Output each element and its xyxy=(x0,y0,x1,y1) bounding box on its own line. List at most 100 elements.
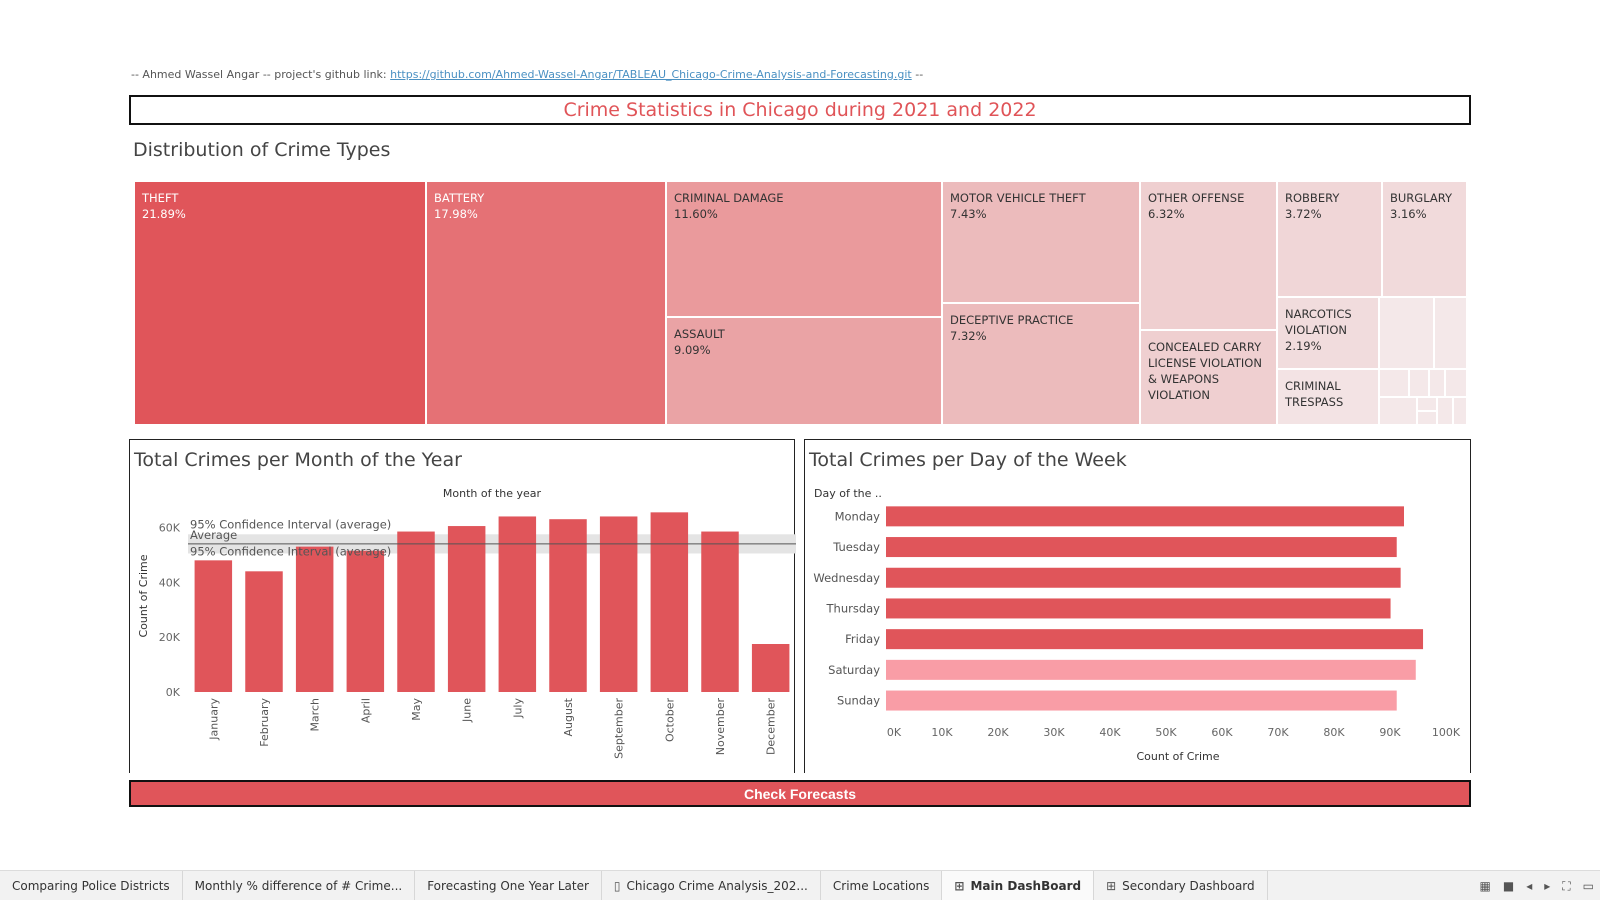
sheet-tab-label: Forecasting One Year Later xyxy=(427,878,589,893)
treemap-tile[interactable]: OTHER OFFENSE 6.32% xyxy=(1140,181,1277,330)
sheet-tab-label: Secondary Dashboard xyxy=(1122,878,1255,893)
treemap-tile[interactable]: BURGLARY 3.16% xyxy=(1382,181,1467,297)
treemap-tile[interactable]: CRIMINAL DAMAGE 11.60% xyxy=(666,181,942,317)
check-forecasts-button[interactable]: Check Forecasts xyxy=(129,780,1471,807)
treemap-tile-name: DECEPTIVE PRACTICE xyxy=(950,313,1074,327)
month-x-tick: November xyxy=(714,698,727,756)
day-y-tick: Thursday xyxy=(826,601,881,615)
credit-prefix: -- Ahmed Wassel Angar -- project's githu… xyxy=(131,68,387,81)
check-forecasts-label: Check Forecasts xyxy=(743,785,857,802)
next-sheet-icon[interactable]: ▸ xyxy=(1544,879,1551,893)
treemap-tile-percent: 9.09% xyxy=(674,343,711,357)
month-x-tick: April xyxy=(359,698,372,723)
month-y-tick: 60K xyxy=(159,521,181,534)
treemap-tile-name: ASSAULT xyxy=(674,327,725,341)
average-label: Average xyxy=(190,528,237,542)
treemap-small-tile[interactable] xyxy=(1379,397,1417,425)
sheet-tab[interactable]: Comparing Police Districts xyxy=(0,870,183,900)
treemap-tile[interactable]: DECEPTIVE PRACTICE 7.32% xyxy=(942,303,1140,425)
treemap-tile-percent: 3.16% xyxy=(1390,207,1427,221)
day-x-tick: 70K xyxy=(1267,726,1289,739)
github-link[interactable]: https://github.com/Ahmed-Wassel-Angar/TA… xyxy=(390,68,912,81)
treemap-tile[interactable]: CONCEALED CARRY LICENSE VIOLATION & WEAP… xyxy=(1140,330,1277,425)
month-x-tick: February xyxy=(258,698,271,747)
treemap-small-tile[interactable] xyxy=(1437,397,1453,425)
fullscreen-icon[interactable]: ⛶ xyxy=(1562,878,1571,893)
sheet-square-icon[interactable]: ■ xyxy=(1502,879,1515,893)
month-bar xyxy=(599,516,638,692)
month-x-tick: October xyxy=(663,698,676,742)
ci-upper-label: 95% Confidence Interval (average) xyxy=(190,517,391,531)
day-bar xyxy=(886,629,1424,650)
treemap-tile-percent: 3.72% xyxy=(1285,207,1322,221)
day-y-tick: Tuesday xyxy=(832,540,880,554)
credit-suffix: -- xyxy=(915,68,924,81)
month-x-tick: August xyxy=(562,697,575,736)
sheet-tab-label: Comparing Police Districts xyxy=(12,878,170,893)
month-x-tick: September xyxy=(613,698,626,759)
treemap-small-tile[interactable] xyxy=(1453,397,1467,425)
month-x-tick: July xyxy=(511,698,524,719)
treemap-tile-name: BURGLARY xyxy=(1390,191,1453,205)
treemap-tile-percent: 7.32% xyxy=(950,329,987,343)
present-icon[interactable]: ▭ xyxy=(1582,879,1594,893)
day-y-tick: Saturday xyxy=(828,663,880,677)
treemap-tile-percent: 11.60% xyxy=(674,207,718,221)
sheet-tab[interactable]: Forecasting One Year Later xyxy=(415,870,602,900)
sheet-tab[interactable]: ⊞ Main DashBoard xyxy=(942,870,1095,900)
day-x-tick: 80K xyxy=(1323,726,1345,739)
day-y-tick: Wednesday xyxy=(813,571,880,585)
day-bar xyxy=(886,567,1401,588)
day-y-tick: Monday xyxy=(835,509,881,523)
sheet-tab-label: Monthly % difference of # Crime... xyxy=(194,878,403,893)
day-y-tick: Friday xyxy=(845,632,880,646)
treemap-tile-name: CRIMINAL TRESPASS xyxy=(1285,379,1344,409)
prev-sheet-icon[interactable]: ◂ xyxy=(1526,879,1533,893)
sheet-tab[interactable]: ⊞ Secondary Dashboard xyxy=(1094,870,1268,900)
treemap-small-tile[interactable] xyxy=(1379,297,1434,369)
sheet-tab[interactable]: ▯ Chicago Crime Analysis_202... xyxy=(602,870,821,900)
treemap-tile[interactable]: NARCOTICS VIOLATION 2.19% xyxy=(1277,297,1379,369)
month-x-tick: December xyxy=(765,698,778,756)
sheet-tabs: Comparing Police Districts Monthly % diff… xyxy=(0,870,1268,900)
sheet-tab-label: Main DashBoard xyxy=(970,878,1082,893)
day-chart-title: Total Crimes per Day of the Week xyxy=(809,449,1127,471)
treemap-tile-name: ROBBERY xyxy=(1285,191,1340,205)
treemap-tile-name: THEFT xyxy=(142,191,179,205)
treemap-tile[interactable]: THEFT 21.89% xyxy=(134,181,426,425)
day-x-tick: 100K xyxy=(1432,726,1461,739)
treemap-small-tile[interactable] xyxy=(1417,397,1437,411)
month-bar xyxy=(447,526,486,692)
treemap-tile[interactable]: ROBBERY 3.72% xyxy=(1277,181,1382,297)
treemap-tile[interactable]: CRIMINAL TRESPASS xyxy=(1277,369,1379,425)
treemap-tile-name: MOTOR VEHICLE THEFT xyxy=(950,191,1086,205)
treemap-tile[interactable]: MOTOR VEHICLE THEFT 7.43% xyxy=(942,181,1140,303)
treemap-small-tile[interactable] xyxy=(1417,411,1437,425)
treemap-tile-name: OTHER OFFENSE xyxy=(1148,191,1245,205)
treemap-small-tile[interactable] xyxy=(1429,369,1445,397)
treemap-small-tile[interactable] xyxy=(1379,369,1409,397)
day-x-tick: 0K xyxy=(887,726,902,739)
treemap-small-tile[interactable] xyxy=(1434,297,1467,369)
day-y-tick: Sunday xyxy=(837,694,880,708)
day-bar xyxy=(886,506,1404,527)
sheet-tab[interactable]: Monthly % difference of # Crime... xyxy=(183,870,416,900)
month-y-tick: 40K xyxy=(159,576,181,589)
sheet-tab[interactable]: Crime Locations xyxy=(821,870,943,900)
month-bar xyxy=(397,531,435,692)
month-bar xyxy=(498,516,537,692)
treemap-tile[interactable]: ASSAULT 9.09% xyxy=(666,317,942,425)
treemap-tile-percent: 7.43% xyxy=(950,207,987,221)
treemap-tile-name: CONCEALED CARRY LICENSE VIOLATION & WEAP… xyxy=(1148,340,1262,402)
day-x-tick: 60K xyxy=(1211,726,1233,739)
day-bar xyxy=(886,537,1397,558)
treemap-small-tile[interactable] xyxy=(1445,369,1467,397)
treemap-small-tile[interactable] xyxy=(1409,369,1429,397)
month-bar xyxy=(549,519,587,692)
day-x-tick: 10K xyxy=(931,726,953,739)
treemap-tile[interactable]: BATTERY 17.98% xyxy=(426,181,666,425)
sheet-grid-icon[interactable]: ▦ xyxy=(1479,879,1491,893)
month-bar xyxy=(650,512,689,692)
month-axis-title: Month of the year xyxy=(443,487,542,500)
